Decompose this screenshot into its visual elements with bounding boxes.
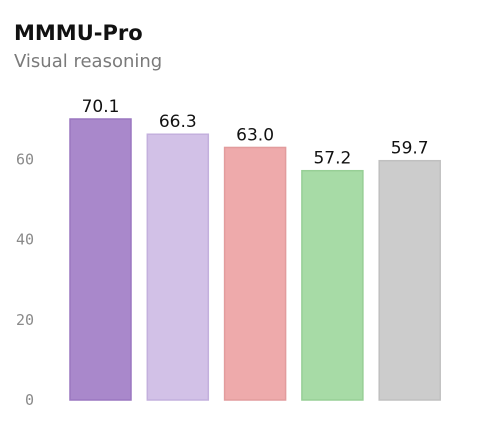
bar (223, 146, 287, 401)
y-tick-label: 20 (16, 311, 34, 329)
y-tick-label: 40 (16, 231, 34, 249)
bars-group (69, 118, 441, 401)
value-labels-group: 70.1 66.3 63.0 57.2 59.7 (82, 97, 429, 169)
bar (378, 159, 441, 401)
bar-value-label: 59.7 (391, 139, 429, 159)
y-axis: 0 20 40 60 (16, 150, 34, 409)
chart-title: MMMU-Pro (14, 21, 143, 45)
bar-value-label: 57.2 (313, 149, 351, 169)
y-tick-label: 0 (25, 391, 34, 409)
bar (301, 169, 364, 401)
bar-value-label: 70.1 (82, 97, 120, 117)
bar-value-label: 63.0 (236, 125, 274, 145)
bar (69, 118, 132, 401)
bar (146, 133, 210, 401)
bar-value-label: 66.3 (159, 112, 197, 132)
chart-subtitle: Visual reasoning (14, 51, 163, 72)
y-tick-label: 60 (16, 150, 34, 168)
